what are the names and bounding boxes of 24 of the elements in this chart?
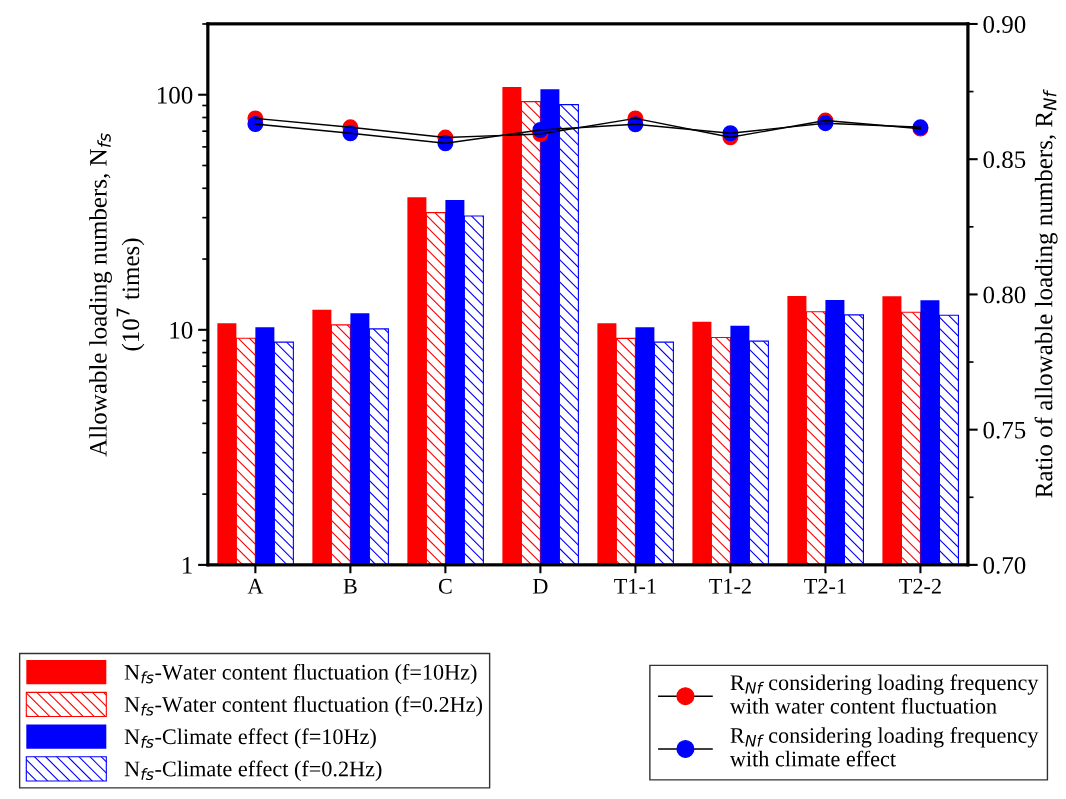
y-tick-label: 100 (157, 86, 193, 104)
legend-label: N$_{fs}$-Water content fluctuation (f=10Hz) (124, 663, 477, 685)
x-tick-label: T1-2 (709, 578, 751, 594)
legend-label: N$_{fs}$-Climate effect (f=10Hz) (124, 728, 376, 749)
legend-label: R$_{Nf}$ considering loading frequency with water content fluctuation (729, 674, 1039, 714)
x-tick-label: T2-1 (804, 578, 846, 594)
y2-tick-label: 0.70 (983, 556, 1026, 574)
x-tick-label: T1-1 (614, 578, 656, 594)
legend-label: R$_{Nf}$ considering loading frequency with climate effect (729, 727, 1039, 767)
y2-tick-label: 0.85 (983, 151, 1026, 169)
x-tick-label: A (247, 578, 264, 594)
y2-tick-label: 0.90 (983, 16, 1026, 33)
text: Allowable loading numbers, N$_{fs}$ (10$^{7}$ times) (89, 133, 145, 457)
y2-axis-title: Ratio of allowable loading numbers, R$_{Nf}$ (1034, 89, 1058, 498)
y2-tick-label: 0.75 (983, 421, 1026, 439)
y-tick-label: 1 (182, 557, 192, 574)
x-tick-label: C (438, 578, 452, 594)
y-tick-label: 10 (170, 321, 193, 339)
x-tick-label: D (533, 578, 548, 594)
x-tick-label: T2-2 (899, 578, 941, 594)
x-tick-label: B (343, 578, 357, 594)
legend-label: N$_{fs}$-Climate effect (f=0.2Hz) (124, 760, 382, 781)
legend-label: N$_{fs}$-Water content fluctuation (f=0.2Hz) (124, 696, 482, 717)
y2-tick-label: 0.80 (983, 286, 1026, 304)
